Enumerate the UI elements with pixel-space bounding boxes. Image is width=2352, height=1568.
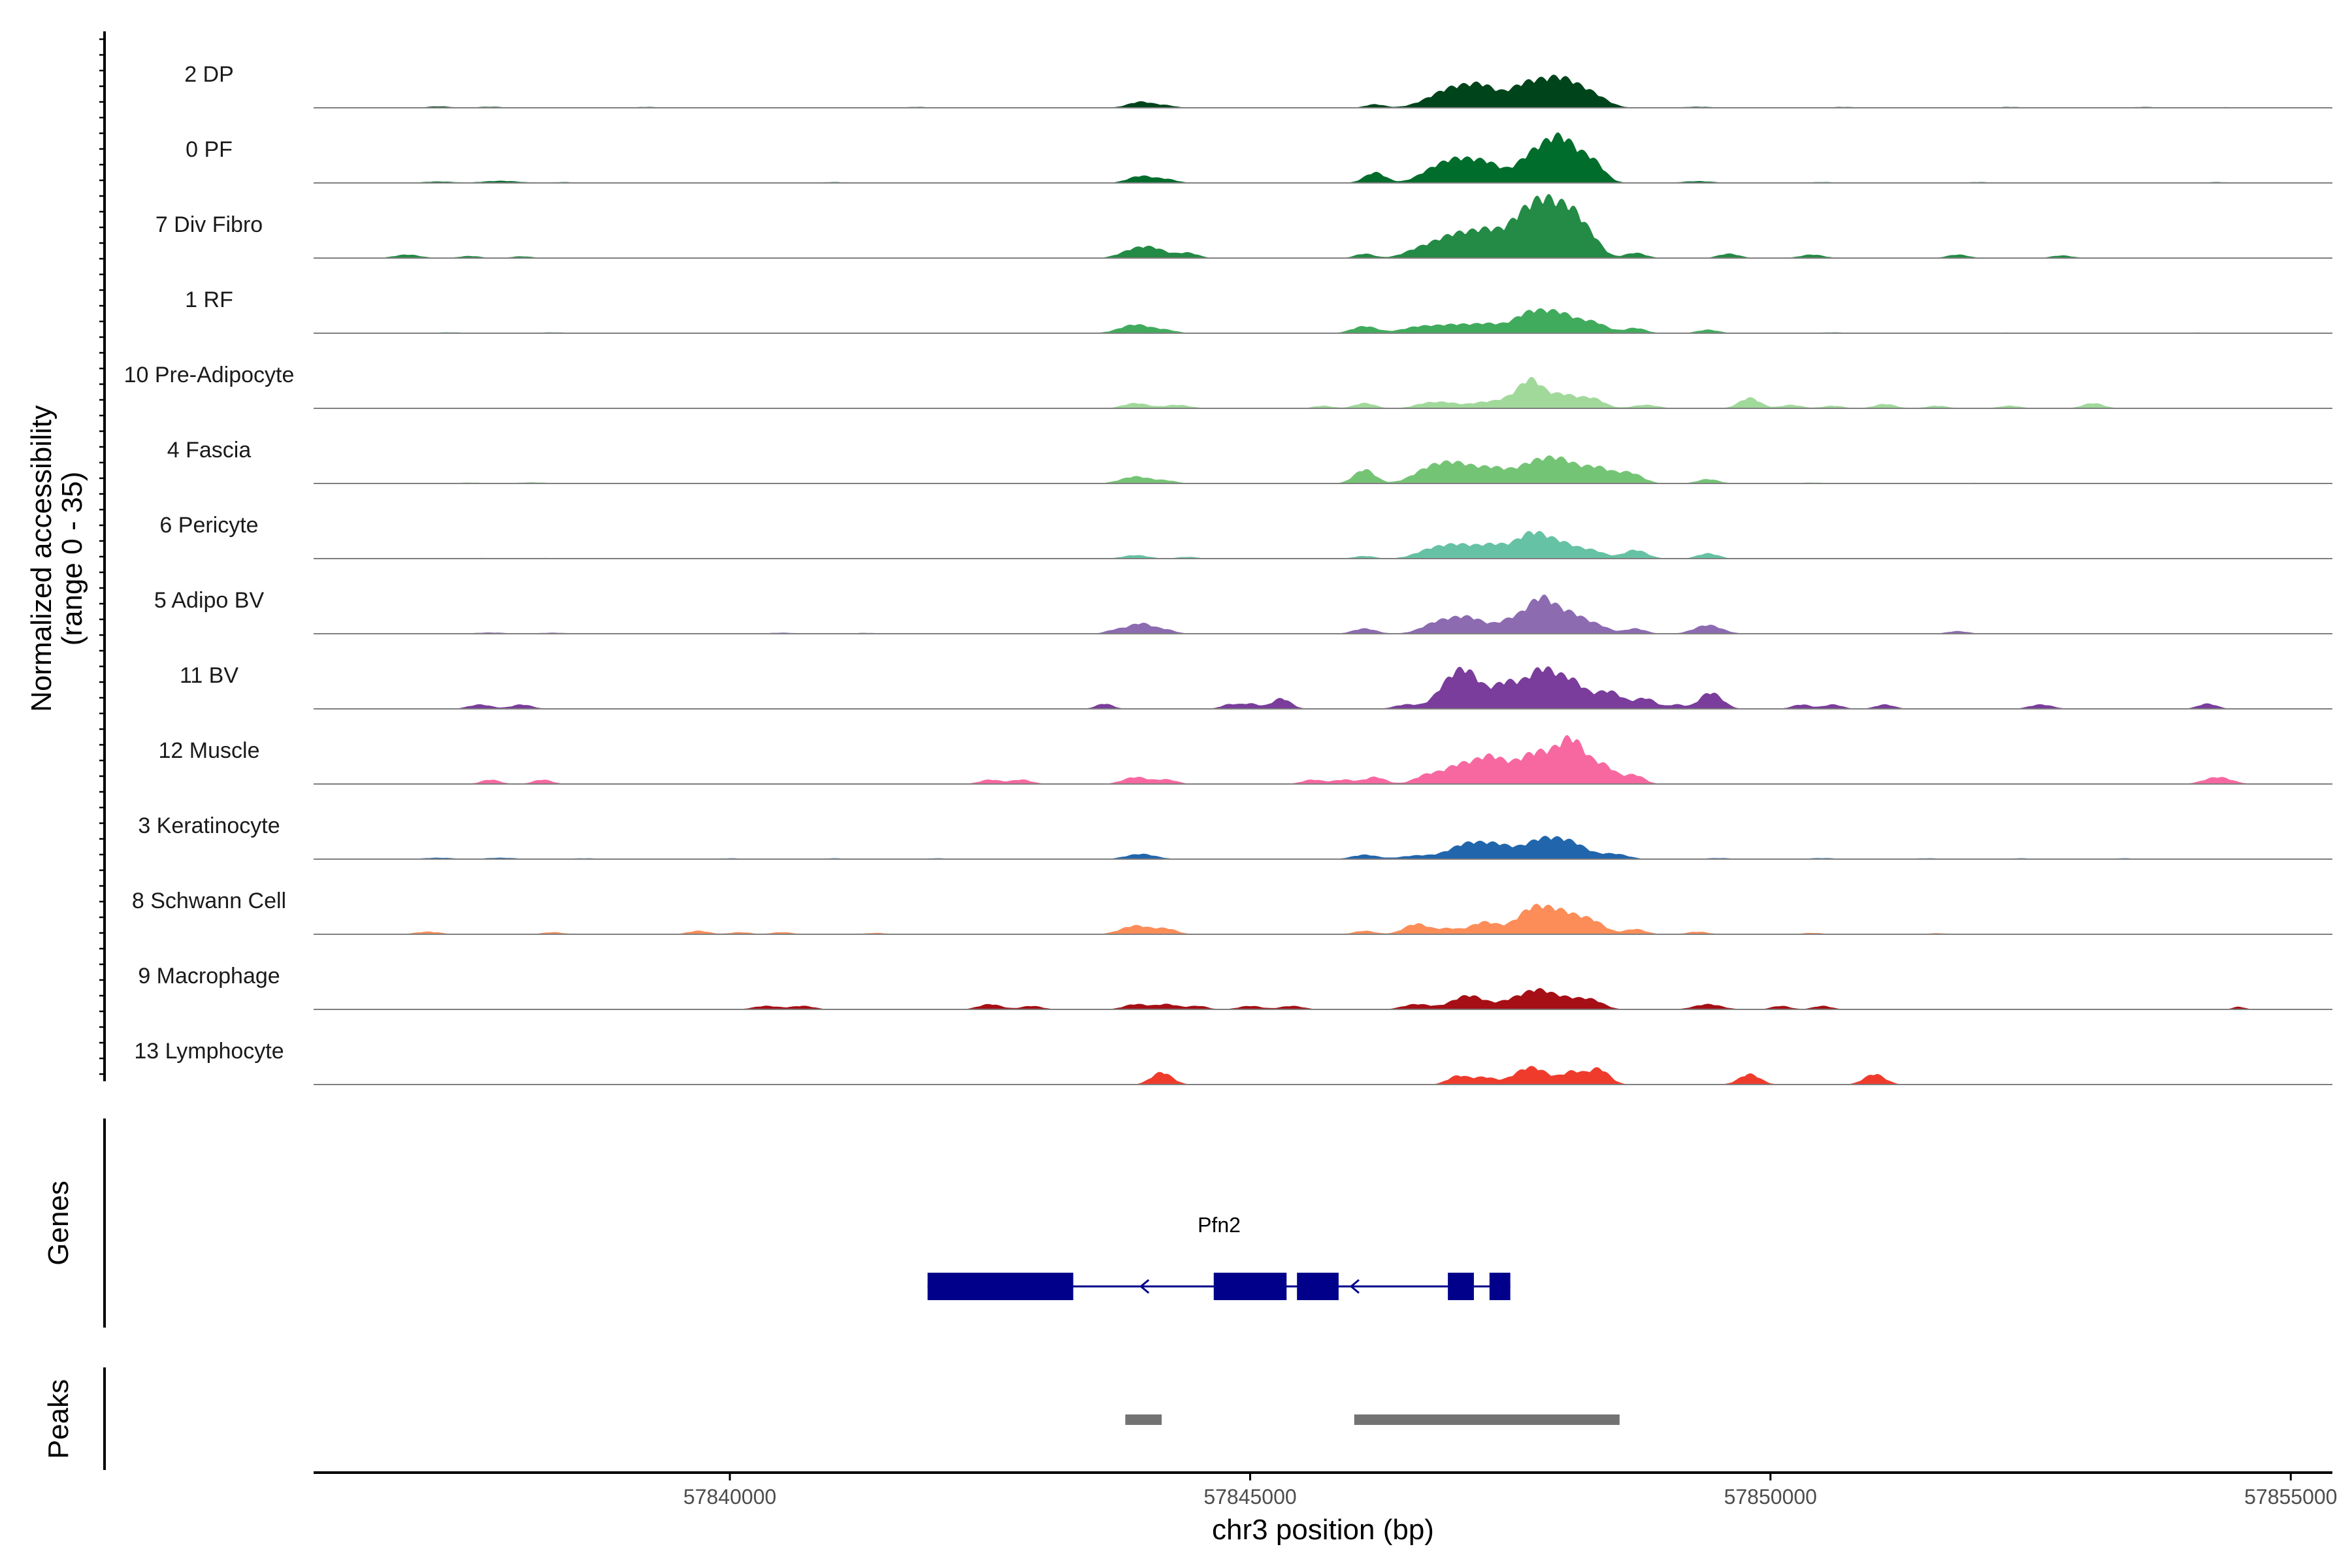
strand-arrow (1139, 1279, 1150, 1294)
track-8: 5 Adipo BV (154, 588, 2332, 634)
coverage-area (314, 132, 2332, 183)
track-label: 10 Pre-Adipocyte (124, 363, 295, 387)
track-label: 5 Adipo BV (154, 588, 265, 613)
gene-exon (1213, 1273, 1287, 1300)
coverage-area (314, 735, 2332, 784)
x-tick-label: 57855000 (2244, 1485, 2337, 1509)
track-label: 6 Pericyte (159, 513, 258, 538)
coverage-area (314, 194, 2332, 258)
coverage-area (314, 531, 2332, 559)
coverage-area (314, 455, 2332, 483)
track-4: 1 RF (185, 287, 2332, 334)
track-13: 9 Macrophage (138, 964, 2332, 1010)
coverage-tracks: 2 DP 0 PF 7 Div Fibro 1 RF 10 Pre-Adipocyte 4… (124, 62, 2332, 1085)
gene-exon (1489, 1273, 1511, 1300)
x-tick-label: 57850000 (1724, 1485, 1817, 1509)
track-3: 7 Div Fibro (155, 194, 2332, 259)
coverage-area (314, 988, 2332, 1009)
x-tick-label: 57840000 (683, 1485, 776, 1509)
track-label: 0 PF (186, 137, 233, 162)
track-2: 0 PF (186, 132, 2332, 184)
coverage-area (314, 1066, 2332, 1085)
track-9: 11 BV (180, 663, 2332, 710)
track-label: 12 Muscle (159, 738, 260, 763)
y-axis-title-line1: Normalized accessibility (25, 405, 57, 711)
gene-exon (927, 1273, 1073, 1300)
gene-model-pfn2 (927, 1273, 1511, 1300)
coverage-area (314, 666, 2332, 709)
gene-exon (1297, 1273, 1339, 1300)
peak-region (1354, 1414, 1620, 1425)
track-5: 10 Pre-Adipocyte (124, 363, 2332, 409)
gene-name-label: Pfn2 (1198, 1213, 1241, 1237)
track-6: 4 Fascia (167, 438, 2332, 484)
gene-exon (1448, 1273, 1474, 1300)
track-12: 8 Schwann Cell (132, 889, 2332, 935)
genes-track-title: Genes (42, 1181, 74, 1266)
y-axis-title-line2: (range 0 - 35) (56, 472, 88, 646)
coverage-area (314, 376, 2332, 408)
x-tick-label: 57845000 (1203, 1485, 1296, 1509)
peaks-track-title: Peaks (42, 1379, 74, 1459)
coverage-y-ticks (99, 38, 105, 1075)
peak-regions (1125, 1414, 1620, 1425)
x-axis-title: chr3 position (bp) (1212, 1514, 1434, 1546)
track-label: 1 RF (185, 287, 233, 312)
track-label: 13 Lymphocyte (134, 1039, 284, 1064)
track-label: 7 Div Fibro (155, 212, 263, 237)
coverage-area (314, 595, 2332, 634)
track-11: 3 Keratinocyte (138, 813, 2332, 860)
track-7: 6 Pericyte (159, 513, 2332, 559)
track-label: 9 Macrophage (138, 964, 280, 988)
peak-region (1125, 1414, 1162, 1425)
track-label: 8 Schwann Cell (132, 889, 286, 913)
track-10: 12 Muscle (159, 735, 2332, 785)
coverage-area (314, 74, 2332, 108)
track-label: 2 DP (184, 62, 234, 87)
track-14: 13 Lymphocyte (134, 1039, 2332, 1085)
track-label: 11 BV (180, 663, 238, 688)
track-label: 3 Keratinocyte (138, 813, 280, 838)
track-1: 2 DP (184, 62, 2332, 108)
coverage-area (314, 904, 2332, 934)
track-label: 4 Fascia (167, 438, 252, 463)
coverage-area (314, 308, 2332, 333)
x-axis-ticks: 57840000 57845000 57850000 57855000 (683, 1473, 2337, 1509)
coverage-area (314, 836, 2332, 859)
strand-arrow (1349, 1279, 1360, 1294)
